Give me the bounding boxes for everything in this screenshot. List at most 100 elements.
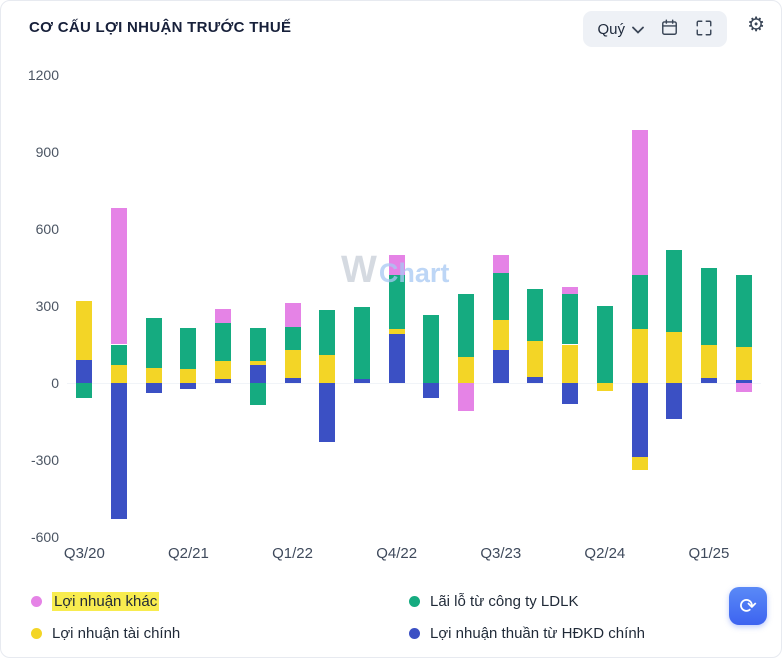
bar-segment-hdkd[interactable] [353, 379, 370, 383]
legend-label: Lợi nhuận khác [52, 591, 160, 611]
gear-icon: ⚙ [747, 14, 765, 36]
bar-segment-khac[interactable] [111, 208, 128, 345]
bar-segment-ldlk[interactable] [76, 383, 93, 399]
bar-segment-ldlk[interactable] [492, 272, 509, 321]
bar-segment-hdkd[interactable] [631, 383, 648, 458]
calendar-icon [660, 18, 679, 40]
bar-segment-hdkd[interactable] [562, 383, 579, 404]
bar-segment-hdkd[interactable] [284, 377, 301, 383]
bar-segment-tc[interactable] [458, 357, 475, 383]
bar-segment-tc[interactable] [145, 367, 162, 383]
bar-segment-khac[interactable] [562, 286, 579, 295]
bar-segment-ldlk[interactable] [284, 326, 301, 350]
x-axis-label: Q3/20 [63, 545, 105, 562]
toolbar: Quý [583, 11, 727, 47]
legend-color-dot [409, 595, 420, 607]
bar-segment-tc[interactable] [76, 300, 93, 360]
bar-segment-ldlk[interactable] [353, 307, 370, 380]
x-axis: Q3/20 Q2/21 Q1/22 Q4/22 Q3/23 Q2/24 Q1/25 [64, 545, 761, 567]
legend-item-3[interactable]: Lãi lỗ từ công ty LDLK [409, 593, 741, 610]
bar-segment-tc[interactable] [631, 329, 648, 383]
bar-segment-hdkd[interactable] [76, 359, 93, 383]
bar-segment-hdkd[interactable] [180, 383, 197, 390]
legend-color-dot [31, 627, 42, 639]
bar-segment-hdkd[interactable] [145, 383, 162, 394]
bar-segment-ldlk[interactable] [319, 309, 336, 355]
bar-segment-ldlk[interactable] [388, 275, 405, 330]
bar-segment-hdkd[interactable] [423, 383, 440, 399]
bar-segment-ldlk[interactable] [666, 249, 683, 332]
refresh-icon: ⟳ [739, 594, 757, 618]
bar-segment-hdkd[interactable] [492, 349, 509, 383]
fullscreen-button[interactable] [695, 19, 713, 40]
y-axis-label: 1200 [27, 67, 59, 83]
bar-segment-hdkd[interactable] [527, 376, 544, 383]
legend-color-dot [409, 627, 420, 639]
bar-segment-ldlk[interactable] [735, 275, 752, 348]
calendar-button[interactable] [660, 18, 679, 40]
y-axis-label: -600 [30, 529, 59, 545]
bar-segment-tc[interactable] [180, 368, 197, 383]
plot-area [67, 75, 761, 537]
bar-segment-khac[interactable] [735, 383, 752, 392]
x-axis-label: Q1/25 [688, 545, 730, 562]
bar-segment-hdkd[interactable] [249, 365, 266, 383]
bar-segment-tc[interactable] [215, 361, 232, 380]
y-axis-label: 600 [35, 221, 59, 237]
zero-baseline [67, 383, 761, 384]
bar-segment-ldlk[interactable] [562, 294, 579, 345]
y-axis: 1200 900 600 300 0 -300 -600 [15, 67, 59, 545]
bar-segment-khac[interactable] [284, 303, 301, 327]
bar-segment-tc[interactable] [527, 340, 544, 377]
bar-segment-ldlk[interactable] [180, 327, 197, 369]
bar-segment-hdkd[interactable] [666, 383, 683, 419]
bar-segment-hdkd[interactable] [215, 379, 232, 383]
bar-segment-ldlk[interactable] [215, 322, 232, 362]
bar-segment-tc[interactable] [249, 361, 266, 366]
bar-segment-tc[interactable] [596, 383, 613, 391]
bar-segment-ldlk[interactable] [631, 275, 648, 330]
bar-segment-hdkd[interactable] [735, 380, 752, 383]
x-axis-label: Q2/21 [168, 545, 209, 562]
bar-segment-tc[interactable] [111, 365, 128, 383]
bar-segment-hdkd[interactable] [700, 377, 717, 383]
bar-segment-ldlk[interactable] [527, 289, 544, 341]
bar-segment-ldlk[interactable] [145, 317, 162, 368]
bar-segment-tc[interactable] [492, 320, 509, 350]
bar-segment-ldlk[interactable] [596, 306, 613, 383]
refresh-button[interactable]: ⟳ [729, 587, 767, 625]
x-axis-label: Q4/22 [376, 545, 418, 562]
bar-segment-khac[interactable] [631, 130, 648, 276]
bar-segment-khac[interactable] [492, 254, 509, 273]
bar-segment-ldlk[interactable] [700, 267, 717, 345]
bar-segment-tc[interactable] [666, 331, 683, 383]
bar-segment-ldlk[interactable] [111, 344, 128, 366]
bar-segment-tc[interactable] [319, 354, 336, 383]
y-axis-label: -300 [30, 452, 59, 468]
bar-segment-ldlk[interactable] [458, 294, 475, 358]
bar-segment-tc[interactable] [388, 329, 405, 335]
bar-segment-tc[interactable] [631, 457, 648, 471]
settings-button[interactable]: ⚙ [747, 15, 765, 35]
bar-segment-khac[interactable] [215, 308, 232, 323]
legend-item-1[interactable]: Lợi nhuận khác [31, 591, 409, 611]
bar-segment-hdkd[interactable] [111, 383, 128, 520]
bar-segment-khac[interactable] [458, 383, 475, 412]
bar-segment-khac[interactable] [388, 254, 405, 276]
period-selector[interactable]: Quý [597, 21, 644, 38]
x-axis-label: Q3/23 [480, 545, 522, 562]
legend-item-2[interactable]: Lợi nhuận tài chính [31, 625, 409, 642]
legend-label: Lãi lỗ từ công ty LDLK [430, 592, 579, 610]
bar-segment-ldlk[interactable] [423, 314, 440, 383]
bar-segment-tc[interactable] [700, 344, 717, 378]
bar-segment-hdkd[interactable] [319, 383, 336, 443]
bar-segment-tc[interactable] [562, 344, 579, 383]
bar-segment-tc[interactable] [284, 349, 301, 378]
bar-segment-hdkd[interactable] [388, 334, 405, 383]
legend-label: Lợi nhuận tài chính [52, 624, 181, 642]
legend-item-4[interactable]: Lợi nhuận thuần từ HĐKD chính [409, 625, 741, 642]
bar-segment-tc[interactable] [735, 347, 752, 381]
bar-segment-ldlk[interactable] [249, 383, 266, 405]
bar-segment-ldlk[interactable] [249, 327, 266, 362]
